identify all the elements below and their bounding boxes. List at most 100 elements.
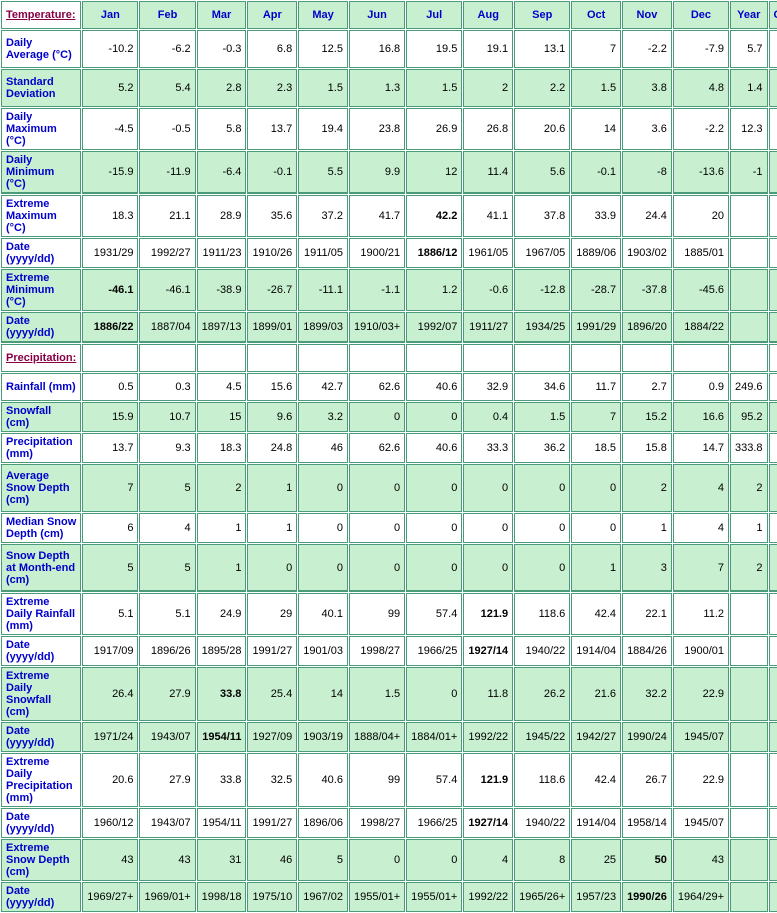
data-cell: 57.4	[406, 593, 462, 635]
column-header: Sep	[514, 1, 570, 29]
data-cell: 1942/27	[571, 722, 621, 752]
table-row: Date (yyyy/dd)1960/121943/071954/111991/…	[1, 808, 777, 838]
table-row: Extreme Snow Depth (cm)43433146500482550…	[1, 839, 777, 881]
data-cell: 33.8	[197, 753, 247, 807]
data-cell: 33.9	[571, 195, 621, 237]
data-cell: 1992/27	[139, 238, 195, 268]
table-row: Extreme Maximum (°C)18.321.128.935.637.2…	[1, 195, 777, 237]
data-cell: -10.2	[82, 30, 138, 68]
data-cell: 0	[514, 513, 570, 543]
data-cell: 11.2	[673, 593, 729, 635]
row-label: Date (yyyy/dd)	[1, 722, 81, 752]
data-cell	[769, 667, 777, 721]
data-cell: 1992/07	[406, 312, 462, 343]
data-cell: 1992/22	[463, 882, 513, 912]
data-cell: 25	[571, 839, 621, 881]
data-cell: 1958/14	[622, 808, 672, 838]
data-cell: 0	[298, 544, 348, 592]
data-cell: A	[769, 373, 777, 401]
row-label: Snowfall (cm)	[1, 402, 81, 432]
data-cell: 1910/03+	[349, 312, 405, 343]
table-row: Snowfall (cm)15.910.7159.63.2000.41.5715…	[1, 402, 777, 432]
data-cell: 333.8	[730, 433, 768, 463]
data-cell: 1940/22	[514, 636, 570, 666]
data-cell: 0	[571, 464, 621, 512]
data-cell: 40.6	[406, 433, 462, 463]
data-cell: 29	[247, 593, 297, 635]
data-cell: 0	[349, 839, 405, 881]
data-cell: 12.3	[730, 108, 768, 150]
data-cell: 12	[406, 151, 462, 194]
data-cell: 2	[463, 69, 513, 107]
row-label: Date (yyyy/dd)	[1, 882, 81, 912]
data-cell	[769, 839, 777, 881]
data-cell: 1896/06	[298, 808, 348, 838]
data-cell: 0	[406, 544, 462, 592]
table-row: Snow Depth at Month-end (cm)551000000137…	[1, 544, 777, 592]
data-cell: 1888/04+	[349, 722, 405, 752]
data-cell: 1914/04	[571, 808, 621, 838]
row-label: Daily Maximum (°C)	[1, 108, 81, 150]
data-cell: A	[769, 151, 777, 194]
column-header: Code	[769, 1, 777, 29]
data-cell: 0.3	[139, 373, 195, 401]
data-cell: 1955/01+	[349, 882, 405, 912]
data-cell: 95.2	[730, 402, 768, 432]
data-cell: 10.7	[139, 402, 195, 432]
table-row: Date (yyyy/dd)1931/291992/271911/231910/…	[1, 238, 777, 268]
data-cell: 14	[571, 108, 621, 150]
data-cell: 1.5	[406, 69, 462, 107]
data-cell: 11.7	[571, 373, 621, 401]
data-cell	[730, 195, 768, 237]
data-cell: 7	[673, 544, 729, 592]
data-cell: 32.9	[463, 373, 513, 401]
column-header: Mar	[197, 1, 247, 29]
data-cell: A	[769, 69, 777, 107]
data-cell: A	[769, 108, 777, 150]
data-cell: 1998/27	[349, 808, 405, 838]
data-cell: 1969/01+	[139, 882, 195, 912]
data-cell: 41.7	[349, 195, 405, 237]
data-cell: 6.8	[247, 30, 297, 68]
empty-cell	[769, 344, 777, 372]
empty-cell	[463, 344, 513, 372]
data-cell: 1965/26+	[514, 882, 570, 912]
data-cell: 1	[197, 544, 247, 592]
data-cell: -38.9	[197, 269, 247, 311]
climate-data-table: Temperature:JanFebMarAprMayJunJulAugSepO…	[0, 0, 777, 913]
data-cell	[730, 312, 768, 343]
table-row: Date (yyyy/dd)1971/241943/071954/111927/…	[1, 722, 777, 752]
data-cell: 18.5	[571, 433, 621, 463]
column-header: Oct	[571, 1, 621, 29]
data-cell: -46.1	[82, 269, 138, 311]
data-cell: 0	[298, 513, 348, 543]
data-cell: 4.8	[673, 69, 729, 107]
data-cell: 15	[197, 402, 247, 432]
data-cell: 1.5	[349, 667, 405, 721]
data-cell: 23.8	[349, 108, 405, 150]
table-row: Average Snow Depth (cm)7521000000242A	[1, 464, 777, 512]
data-cell: 4	[463, 839, 513, 881]
empty-cell	[622, 344, 672, 372]
column-header: Dec	[673, 1, 729, 29]
data-cell: 1886/12	[406, 238, 462, 268]
row-label: Date (yyyy/dd)	[1, 636, 81, 666]
data-cell: -26.7	[247, 269, 297, 311]
data-cell	[730, 269, 768, 311]
empty-cell	[571, 344, 621, 372]
data-cell: 1	[247, 513, 297, 543]
data-cell: 42.2	[406, 195, 462, 237]
column-header: Jul	[406, 1, 462, 29]
table-row: Date (yyyy/dd)1917/091896/261895/281991/…	[1, 636, 777, 666]
row-label: Daily Average (°C)	[1, 30, 81, 68]
data-cell: 1.2	[406, 269, 462, 311]
data-cell: 43	[673, 839, 729, 881]
data-cell	[769, 593, 777, 635]
data-cell: -2.2	[673, 108, 729, 150]
data-cell: -13.6	[673, 151, 729, 194]
data-cell: 1964/29+	[673, 882, 729, 912]
data-cell: 1	[622, 513, 672, 543]
row-label: Daily Minimum (°C)	[1, 151, 81, 194]
data-cell: 0	[349, 544, 405, 592]
data-cell: 1901/03	[298, 636, 348, 666]
